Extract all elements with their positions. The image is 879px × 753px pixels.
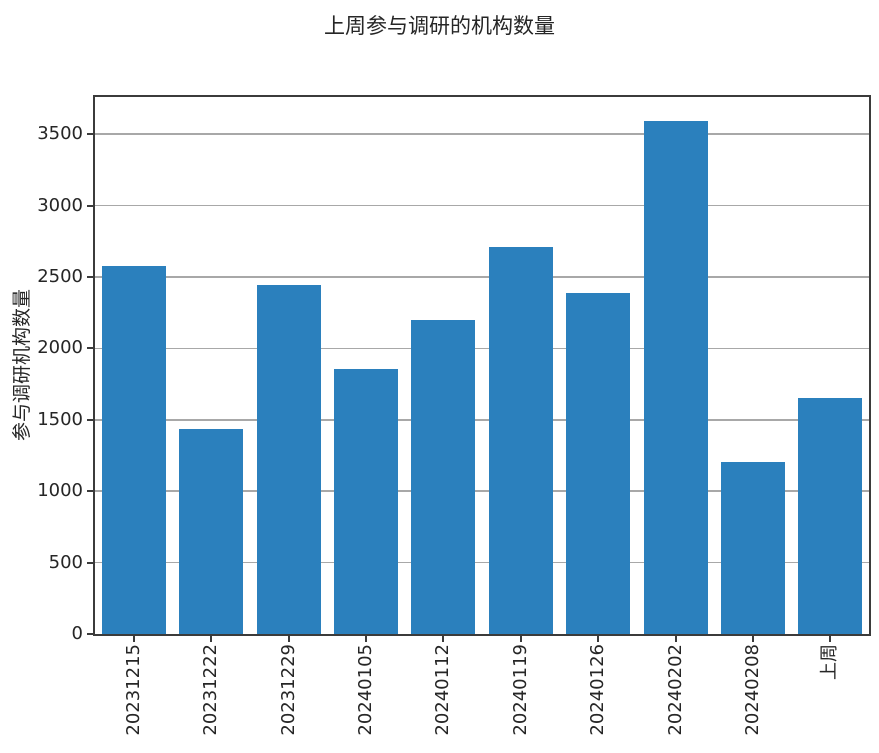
x-tick-label: 20240208 xyxy=(741,644,763,736)
y-tick-label: 2000 xyxy=(37,337,83,359)
gridline xyxy=(95,490,869,492)
x-tick-label: 20240119 xyxy=(509,644,531,736)
gridline xyxy=(95,276,869,278)
y-tick-mark xyxy=(87,204,93,207)
x-tick-mark xyxy=(132,636,135,642)
x-tick-label: 20240126 xyxy=(587,644,609,736)
x-tick-label: 20240202 xyxy=(664,644,686,736)
x-tick-label: 20231222 xyxy=(200,644,222,736)
bar xyxy=(411,319,476,634)
y-tick-label: 500 xyxy=(48,551,83,573)
x-tick-mark xyxy=(674,636,677,642)
y-tick-mark xyxy=(87,133,93,136)
bar xyxy=(256,284,321,634)
gridline xyxy=(95,204,869,207)
bar xyxy=(720,461,785,634)
bar xyxy=(488,246,553,634)
y-axis-label: 参与调研机构数量 xyxy=(11,289,33,442)
bar xyxy=(333,369,398,634)
x-tick-label: 20240105 xyxy=(354,644,376,736)
chart-title: 上周参与调研的机构数量 xyxy=(324,14,555,38)
y-tick-mark xyxy=(87,490,93,493)
y-tick-label: 2500 xyxy=(37,265,83,287)
y-tick-mark xyxy=(87,347,93,350)
gridline xyxy=(95,133,869,135)
x-tick-mark xyxy=(210,636,213,642)
y-tick-label: 1000 xyxy=(37,480,83,502)
y-tick-mark xyxy=(87,418,93,421)
y-tick-mark xyxy=(87,561,93,564)
x-tick-label: 20240112 xyxy=(432,644,454,736)
gridline xyxy=(95,419,869,421)
x-tick-mark xyxy=(287,636,290,642)
gridline xyxy=(95,347,869,350)
x-tick-mark xyxy=(519,636,522,642)
x-tick-mark xyxy=(597,636,600,642)
y-tick-label: 1500 xyxy=(37,408,83,430)
y-tick-mark xyxy=(87,275,93,278)
x-tick-label: 20231215 xyxy=(122,644,144,736)
bar xyxy=(101,266,166,634)
y-tick-mark xyxy=(87,633,93,635)
x-tick-mark xyxy=(751,636,754,642)
x-tick-mark xyxy=(364,636,367,642)
y-tick-label: 3000 xyxy=(37,194,83,216)
x-tick-label: 上周 xyxy=(819,644,841,680)
bar xyxy=(179,429,244,634)
y-tick-label: 3500 xyxy=(37,123,83,145)
x-tick-label: 20231229 xyxy=(277,644,299,736)
x-tick-mark xyxy=(829,636,832,642)
bar xyxy=(566,293,631,634)
gridline xyxy=(95,561,869,564)
bar xyxy=(798,398,863,634)
y-tick-label: 0 xyxy=(71,623,83,644)
bar xyxy=(643,120,708,634)
x-tick-mark xyxy=(442,636,445,642)
